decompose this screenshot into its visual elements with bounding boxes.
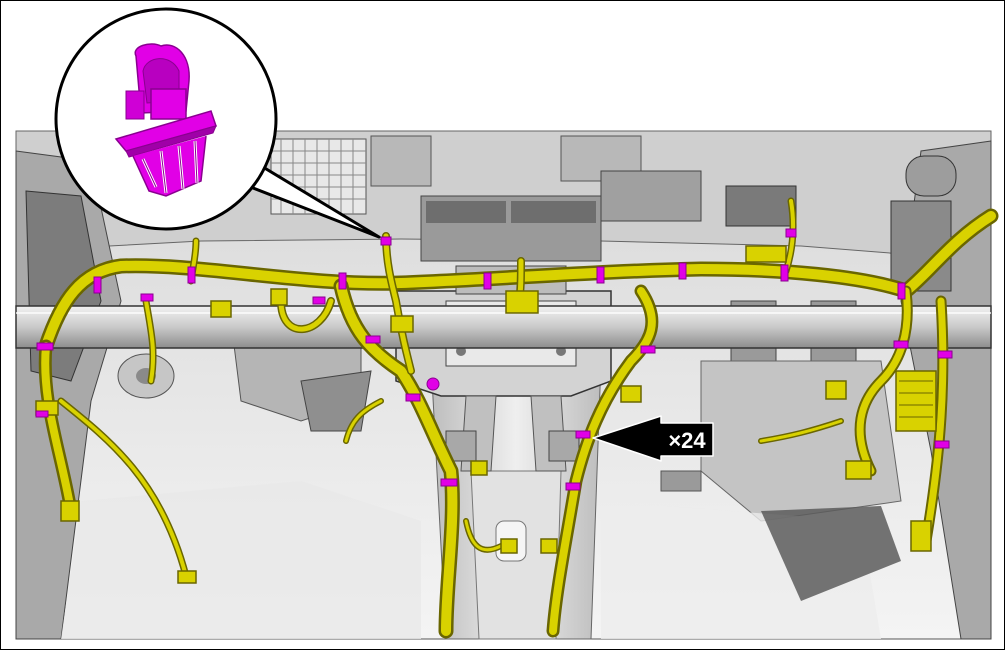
harness-clip-icon xyxy=(114,43,217,197)
clip xyxy=(93,276,102,294)
connector xyxy=(910,520,932,552)
clip xyxy=(596,266,605,284)
connector xyxy=(60,500,80,522)
clip xyxy=(312,296,326,305)
connector xyxy=(620,385,642,403)
connector xyxy=(825,380,847,400)
clip xyxy=(483,272,492,290)
clip xyxy=(678,262,687,280)
connector xyxy=(505,290,539,314)
clip xyxy=(426,377,440,391)
connector xyxy=(470,460,488,476)
connector xyxy=(177,570,197,584)
fuse-block xyxy=(895,370,937,432)
clip xyxy=(35,410,49,418)
clip xyxy=(365,335,381,344)
connector xyxy=(540,538,558,554)
connector xyxy=(745,245,787,263)
connector xyxy=(845,460,872,480)
clip xyxy=(893,340,909,349)
connector xyxy=(210,300,232,318)
clip xyxy=(937,350,953,359)
clip xyxy=(575,430,591,439)
connector xyxy=(390,315,414,333)
clip xyxy=(897,282,906,300)
cross-car-beam xyxy=(15,305,992,349)
clip xyxy=(934,440,950,449)
clip xyxy=(187,266,196,284)
connector xyxy=(500,538,518,554)
clip xyxy=(440,478,458,487)
clip xyxy=(140,293,154,302)
clip xyxy=(338,272,347,290)
clip xyxy=(380,236,392,246)
connector xyxy=(270,288,288,306)
clip xyxy=(785,228,797,238)
harness-connectors xyxy=(35,245,937,584)
clip xyxy=(36,342,54,351)
clip xyxy=(565,482,581,491)
quantity-label: ×24 xyxy=(668,428,706,453)
callout-arrow-icon: ×24 xyxy=(592,415,714,462)
clip xyxy=(640,345,656,354)
clip xyxy=(780,264,789,282)
clip-detail-callout xyxy=(54,7,278,231)
harness-clips xyxy=(35,228,953,491)
clip xyxy=(405,393,421,402)
